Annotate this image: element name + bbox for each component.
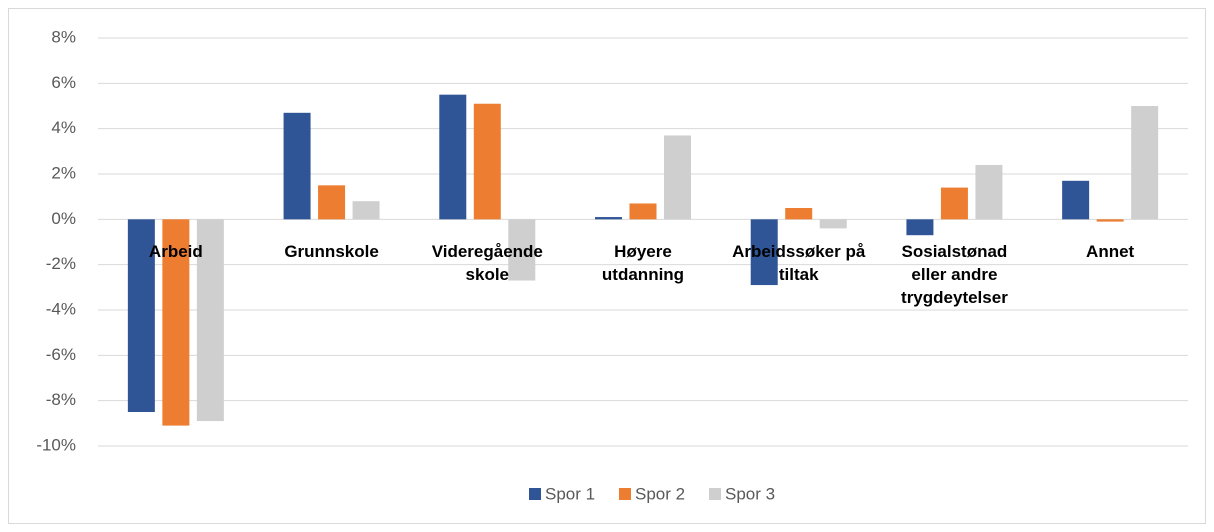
y-tick-label: 2% (51, 163, 76, 182)
legend-swatch (619, 488, 631, 500)
y-tick-label: 0% (51, 209, 76, 228)
bar (906, 219, 934, 236)
bar (819, 219, 847, 229)
bar (629, 203, 657, 220)
bar (595, 217, 622, 220)
x-tick-label: Grunnskole (284, 242, 379, 261)
bar (1062, 180, 1090, 220)
bar (508, 219, 536, 281)
bar (439, 94, 467, 220)
x-tick-label: Arbeid (148, 242, 203, 261)
y-tick-label: -4% (46, 299, 76, 318)
bar (1096, 219, 1124, 222)
legend-label: Spor 3 (725, 484, 775, 503)
bar (162, 219, 190, 426)
bar (318, 185, 346, 220)
legend-label: Spor 1 (545, 484, 595, 503)
y-tick-label: -8% (46, 390, 76, 409)
legend-swatch (529, 488, 541, 500)
bar (785, 208, 813, 220)
x-tick-label: Annet (1086, 242, 1135, 261)
x-tick-label: Videregående skole (431, 242, 543, 284)
bar (975, 164, 1003, 220)
bar (664, 135, 691, 220)
y-tick-label: 8% (51, 27, 76, 46)
x-tick-label: Arbeidssøker på tiltak (732, 242, 866, 284)
bar (127, 219, 155, 412)
y-tick-label: -2% (46, 254, 76, 273)
y-tick-label: 4% (51, 118, 76, 137)
y-tick-label: -10% (36, 435, 76, 454)
bar (196, 219, 224, 422)
bar (473, 103, 501, 220)
bar (940, 187, 968, 220)
x-tick-label: Høyere utdanning (601, 242, 685, 284)
bar (1131, 106, 1159, 220)
y-tick-label: 6% (51, 73, 76, 92)
bar (750, 219, 778, 286)
bar (352, 201, 380, 220)
legend-swatch (709, 488, 721, 500)
y-tick-label: -6% (46, 345, 76, 364)
legend-label: Spor 2 (635, 484, 685, 503)
bar (283, 112, 311, 220)
x-tick-label: Sosialstønad eller andre trygdeytelser (901, 242, 1008, 307)
